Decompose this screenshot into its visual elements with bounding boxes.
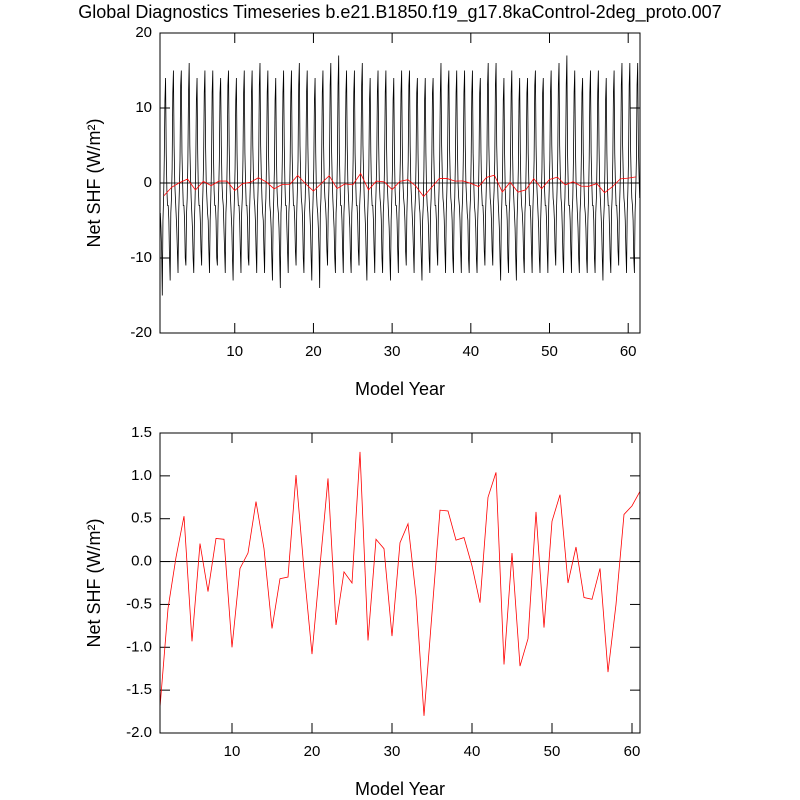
y-tick-label: 0.0 (131, 553, 152, 570)
x-tick-label: 40 (462, 343, 479, 360)
chart-title: Global Diagnostics Timeseries b.e21.B185… (78, 2, 721, 23)
y-tick-label: -1.5 (126, 681, 152, 698)
y-tick-label: -20 (130, 324, 152, 341)
data-line (159, 451, 641, 716)
x-tick-label: 50 (544, 743, 561, 760)
x-axis-label: Model Year (355, 779, 445, 799)
x-axis-label: Model Year (355, 379, 445, 399)
y-tick-label: 20 (135, 24, 152, 41)
x-tick-label: 40 (464, 743, 481, 760)
y-tick-label: 0 (144, 174, 152, 191)
y-tick-label: 0.5 (131, 510, 152, 527)
x-tick-label: 50 (541, 343, 558, 360)
x-tick-label: 10 (224, 743, 241, 760)
data-line (159, 55, 641, 296)
y-axis-label: Net SHF (W/m²) (84, 519, 104, 648)
x-tick-label: 20 (304, 743, 321, 760)
plot-frame (159, 32, 641, 334)
y-tick-label: -2.0 (126, 724, 152, 741)
y-tick-label: -10 (130, 249, 152, 266)
x-tick-label: 30 (384, 343, 401, 360)
y-axis-label: Net SHF (W/m²) (84, 119, 104, 248)
y-tick-label: 1.0 (131, 467, 152, 484)
x-tick-label: 60 (624, 743, 641, 760)
plot-frame (159, 432, 641, 734)
y-tick-label: 10 (135, 99, 152, 116)
y-tick-label: -1.0 (126, 638, 152, 655)
data-line (163, 172, 637, 198)
y-tick-label: -0.5 (126, 595, 152, 612)
x-tick-label: 30 (384, 743, 401, 760)
y-tick-label: 1.5 (131, 424, 152, 441)
x-tick-label: 20 (305, 343, 322, 360)
x-tick-label: 10 (226, 343, 243, 360)
x-tick-label: 60 (620, 343, 637, 360)
